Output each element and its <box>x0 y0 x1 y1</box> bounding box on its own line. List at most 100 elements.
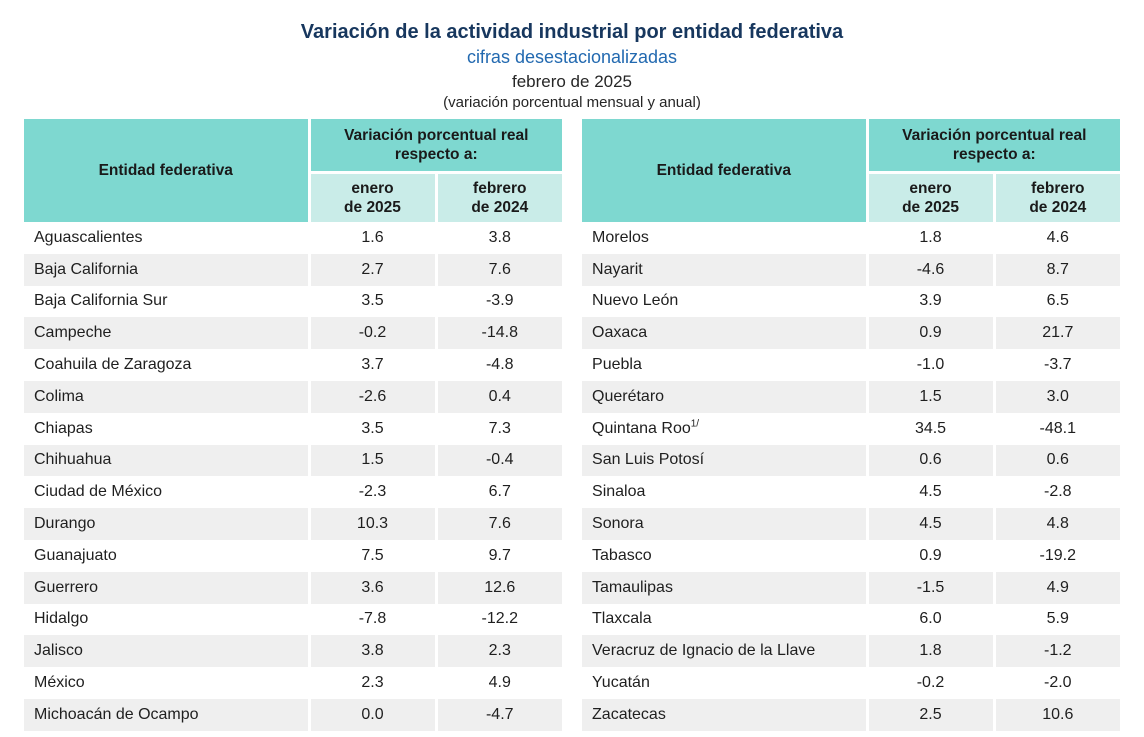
table-row: Michoacán de Ocampo 0.0 -4.7 <box>24 698 563 731</box>
monthly-variation-value: 1.8 <box>865 221 995 254</box>
monthly-variation-value: 0.6 <box>865 444 995 477</box>
table-row: Guerrero 3.6 12.6 <box>24 571 563 604</box>
year-column-header: febrero de 2024 <box>434 172 563 222</box>
monthly-variation-value: 4.5 <box>865 476 995 509</box>
entity-name: Colima <box>34 387 84 405</box>
annual-variation-value: 0.4 <box>434 380 563 413</box>
entity-name: Tlaxcala <box>592 610 652 628</box>
page-subtitle: cifras desestacionalizadas <box>466 47 678 67</box>
annual-variation-value: 4.9 <box>992 571 1121 604</box>
entity-name: Ciudad de México <box>34 483 163 501</box>
monthly-variation-value: 0.0 <box>307 698 436 731</box>
entity-name: Guanajuato <box>34 546 117 564</box>
table-row: Tamaulipas -1.5 4.9 <box>582 571 1121 604</box>
entity-name: Coahuila de Zaragoza <box>34 356 192 374</box>
entity-name: Oaxaca <box>592 324 648 342</box>
annual-variation-value: -14.8 <box>434 317 563 350</box>
monthly-variation-value: 4.5 <box>865 508 995 540</box>
annual-variation-value: 0.6 <box>992 444 1121 477</box>
table-row: Sonora 4.5 4.8 <box>582 508 1121 540</box>
monthly-variation-value: 3.6 <box>307 571 436 604</box>
entity-name: Baja California <box>34 260 139 278</box>
table-row: Baja California Sur 3.5 -3.9 <box>24 285 563 318</box>
entity-name: Guerrero <box>34 578 99 596</box>
entity-name: Aguascalientes <box>34 228 143 246</box>
monthly-variation-value: -7.8 <box>307 603 436 636</box>
table-row: Campeche -0.2 -14.8 <box>24 317 563 350</box>
footnote-marker: 1/ <box>690 418 700 430</box>
table-row: San Luis Potosí 0.6 0.6 <box>582 444 1121 477</box>
monthly-variation-value: 2.7 <box>307 253 436 286</box>
table-header: Entidad federativa Variación porcentual … <box>24 118 563 222</box>
month-column-header: enero de 2025 <box>307 172 436 222</box>
monthly-variation-value: -4.6 <box>865 253 995 286</box>
table-header: Entidad federativa Variación porcentual … <box>582 118 1121 222</box>
year-column-header: febrero de 2024 <box>992 172 1121 222</box>
monthly-variation-value: -0.2 <box>307 317 436 350</box>
entity-name: Tabasco <box>592 546 652 564</box>
table-row: Chiapas 3.5 7.3 <box>24 412 563 445</box>
monthly-variation-value: 3.8 <box>307 635 436 668</box>
entity-name: Zacatecas <box>592 705 666 723</box>
annual-variation-value: 8.7 <box>992 253 1121 286</box>
table-row: Colima -2.6 0.4 <box>24 380 563 413</box>
table-row: Durango 10.3 7.6 <box>24 508 563 540</box>
entity-name: Morelos <box>592 228 649 246</box>
table-row: Ciudad de México -2.3 6.7 <box>24 476 563 509</box>
annual-variation-value: 9.7 <box>434 539 563 572</box>
monthly-variation-value: 10.3 <box>307 508 436 540</box>
monthly-variation-value: 6.0 <box>865 603 995 636</box>
entity-name: Sonora <box>592 515 644 533</box>
monthly-variation-value: 3.5 <box>307 285 436 318</box>
annual-variation-value: -2.0 <box>992 667 1121 699</box>
monthly-variation-value: 34.5 <box>865 412 995 445</box>
annual-variation-value: 5.9 <box>992 603 1121 636</box>
annual-variation-value: -4.7 <box>434 698 563 731</box>
annual-variation-value: -19.2 <box>992 539 1121 572</box>
tables-container: Entidad federativa Variación porcentual … <box>24 118 1121 731</box>
monthly-variation-value: -1.0 <box>865 349 995 381</box>
title-block: Variación de la actividad industrial por… <box>0 0 1144 112</box>
month-column-header: enero de 2025 <box>865 172 995 222</box>
annual-variation-value: -3.7 <box>992 349 1121 381</box>
monthly-variation-value: -2.3 <box>307 476 436 509</box>
entity-name: Querétaro <box>592 387 665 405</box>
monthly-variation-value: 1.5 <box>865 380 995 413</box>
table-row: Yucatán -0.2 -2.0 <box>582 667 1121 699</box>
annual-variation-value: 4.8 <box>992 508 1121 540</box>
variation-group-header: Variación porcentual real respecto a: <box>307 118 563 174</box>
entity-name: San Luis Potosí <box>592 451 705 469</box>
period-label: febrero de 2025 <box>511 71 633 91</box>
annual-variation-value: -3.9 <box>434 285 563 318</box>
annual-variation-value: -0.4 <box>434 444 563 477</box>
monthly-variation-value: 3.9 <box>865 285 995 318</box>
table-row: Puebla -1.0 -3.7 <box>582 349 1121 381</box>
monthly-variation-value: 3.7 <box>307 349 436 381</box>
entity-name: Durango <box>34 515 96 533</box>
monthly-variation-value: 0.9 <box>865 539 995 572</box>
table-row: Jalisco 3.8 2.3 <box>24 635 563 668</box>
annual-variation-value: -1.2 <box>992 635 1121 668</box>
annual-variation-value: 7.6 <box>434 253 563 286</box>
entity-column-header: Entidad federativa <box>24 118 309 222</box>
table-row: Veracruz de Ignacio de la Llave 1.8 -1.2 <box>582 635 1121 668</box>
monthly-variation-value: 0.9 <box>865 317 995 350</box>
table-row: México 2.3 4.9 <box>24 667 563 699</box>
entity-name: Campeche <box>34 324 112 342</box>
annual-variation-value: -12.2 <box>434 603 563 636</box>
entity-name: Nuevo León <box>592 292 679 310</box>
table-row: Nuevo León 3.9 6.5 <box>582 285 1121 318</box>
table-body: Morelos 1.8 4.6 Nayarit -4.6 8.7 Nuevo León 3.9… <box>582 221 1121 731</box>
entity-name: Nayarit <box>592 260 643 278</box>
monthly-variation-value: 2.5 <box>865 698 995 731</box>
entity-name: Yucatán <box>592 674 650 692</box>
annual-variation-value: 10.6 <box>992 698 1121 731</box>
entity-name: Chiapas <box>34 419 93 437</box>
entity-name: Sinaloa <box>592 483 646 501</box>
monthly-variation-value: 3.5 <box>307 412 436 445</box>
states-table-left: Entidad federativa Variación porcentual … <box>24 118 563 731</box>
annual-variation-value: 2.3 <box>434 635 563 668</box>
table-row: Nayarit -4.6 8.7 <box>582 253 1121 286</box>
page-title: Variación de la actividad industrial por… <box>300 21 844 43</box>
table-row: Sinaloa 4.5 -2.8 <box>582 476 1121 509</box>
